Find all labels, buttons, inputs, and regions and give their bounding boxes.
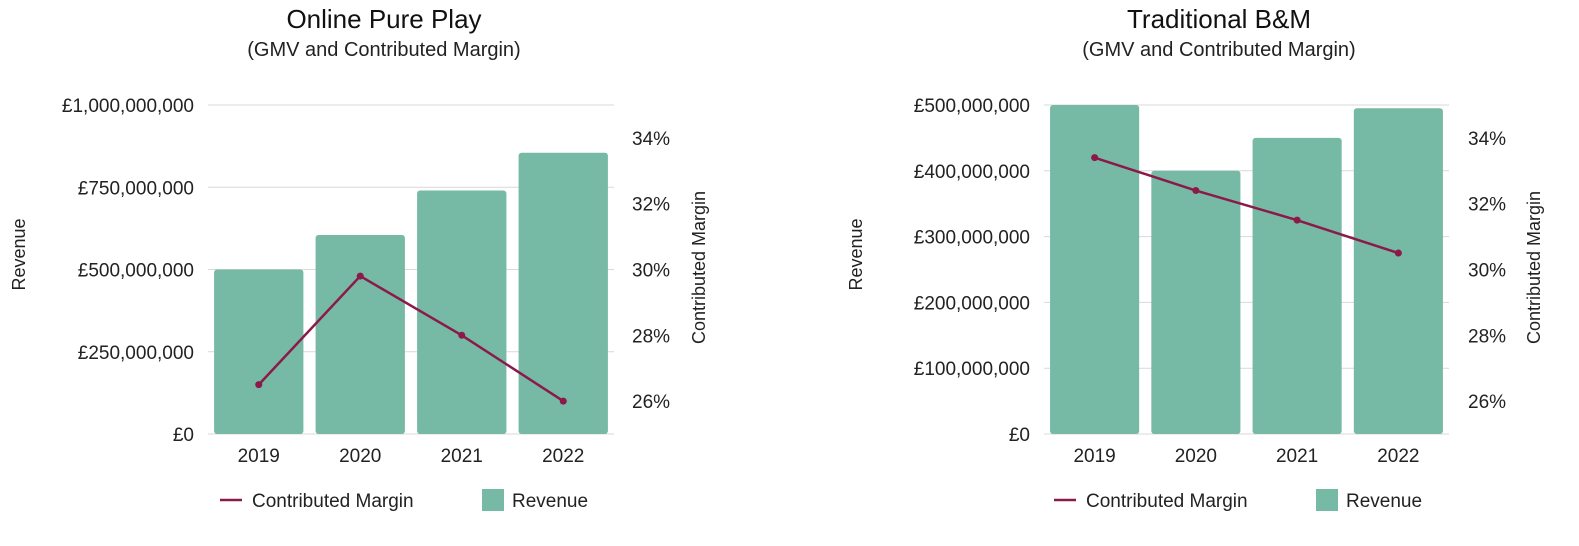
chart2-margin-line — [1094, 156, 1399, 255]
chart1-margin-line — [257, 274, 564, 403]
chart1-x-tick-label: 2021 — [441, 446, 483, 467]
chart2-legend-label-margin: Contributed Margin — [1086, 491, 1248, 512]
chart2-y-axis-title: Revenue — [846, 218, 866, 290]
chart2-margin-point-2020 — [1192, 187, 1200, 195]
chart2-y2-tick-label: 30% — [1468, 261, 1506, 282]
chart1-legend-label-revenue: Revenue — [512, 491, 588, 512]
chart1-margin-point-2019 — [255, 381, 263, 389]
chart1-x-tick-label: 2020 — [339, 446, 381, 467]
chart1-subtitle: (GMV and Contributed Margin) — [247, 39, 520, 61]
chart2-y-tick-label: £300,000,000 — [914, 228, 1030, 249]
chart2-y-tick-label: £0 — [1009, 425, 1030, 446]
chart1-margin-point-2020 — [356, 272, 364, 280]
chart2-margin-point-2021 — [1293, 216, 1301, 224]
chart1-y-tick-label: £250,000,000 — [78, 343, 194, 364]
chart2-title: Traditional B&M — [1127, 4, 1311, 34]
chart1-y2-tick-label: 34% — [632, 129, 670, 150]
chart2-bar-2019 — [1050, 105, 1140, 434]
chart1-y-tick-label: £0 — [173, 425, 194, 446]
chart2-x-tick-label: 2021 — [1276, 446, 1318, 467]
chart1-y2-tick-label: 32% — [632, 195, 670, 216]
chart2-x-tick-label: 2022 — [1377, 446, 1419, 467]
chart1-y-tick-label: £500,000,000 — [78, 261, 194, 282]
chart1-y-axis-title: Revenue — [9, 218, 29, 290]
chart2-y2-axis-title: Contributed Margin — [1524, 191, 1544, 344]
chart1-y2-axis-title: Contributed Margin — [689, 191, 709, 344]
chart1-bar-2021 — [417, 190, 507, 434]
chart1-y2-tick-label: 26% — [632, 392, 670, 413]
chart2-legend-label-revenue: Revenue — [1346, 491, 1422, 512]
chart1-bar-2020 — [315, 234, 405, 434]
chart1-legend-bar-swatch — [482, 489, 504, 511]
chart1-margin-point-2022 — [559, 397, 567, 405]
chart2-bar-2021 — [1252, 137, 1342, 434]
chart1-y-tick-label: £750,000,000 — [78, 178, 194, 199]
chart2-bar-2020 — [1151, 170, 1241, 435]
chart1-bar-2022 — [518, 152, 608, 434]
chart1-margin-point-2021 — [458, 331, 466, 339]
chart2-y-tick-label: £100,000,000 — [914, 359, 1030, 380]
chart1-y-tick-label: £1,000,000,000 — [62, 96, 194, 117]
chart2-subtitle: (GMV and Contributed Margin) — [1082, 39, 1355, 61]
chart2-x-tick-label: 2019 — [1073, 446, 1115, 467]
chart2-y2-tick-label: 32% — [1468, 195, 1506, 216]
chart2-y-tick-label: £400,000,000 — [914, 162, 1030, 183]
chart1-legend-label-margin: Contributed Margin — [252, 491, 414, 512]
chart2-y-tick-label: £500,000,000 — [914, 96, 1030, 117]
chart2-x-tick-label: 2020 — [1175, 446, 1217, 467]
chart2-bar-2022 — [1353, 108, 1443, 434]
chart2-y-tick-label: £200,000,000 — [914, 293, 1030, 314]
chart2-margin-point-2019 — [1091, 154, 1099, 162]
chart1-y2-tick-label: 28% — [632, 326, 670, 347]
chart1-title: Online Pure Play — [286, 4, 481, 34]
chart1-bar-2019 — [214, 269, 304, 434]
chart1-x-tick-label: 2022 — [542, 446, 584, 467]
chart2-y2-tick-label: 34% — [1468, 129, 1506, 150]
chart2-y2-tick-label: 28% — [1468, 326, 1506, 347]
chart1-x-tick-label: 2019 — [238, 446, 280, 467]
chart1-y2-tick-label: 30% — [632, 261, 670, 282]
chart2-legend-bar-swatch — [1316, 489, 1338, 511]
chart2-y2-tick-label: 26% — [1468, 392, 1506, 413]
chart2-margin-point-2022 — [1394, 249, 1402, 257]
